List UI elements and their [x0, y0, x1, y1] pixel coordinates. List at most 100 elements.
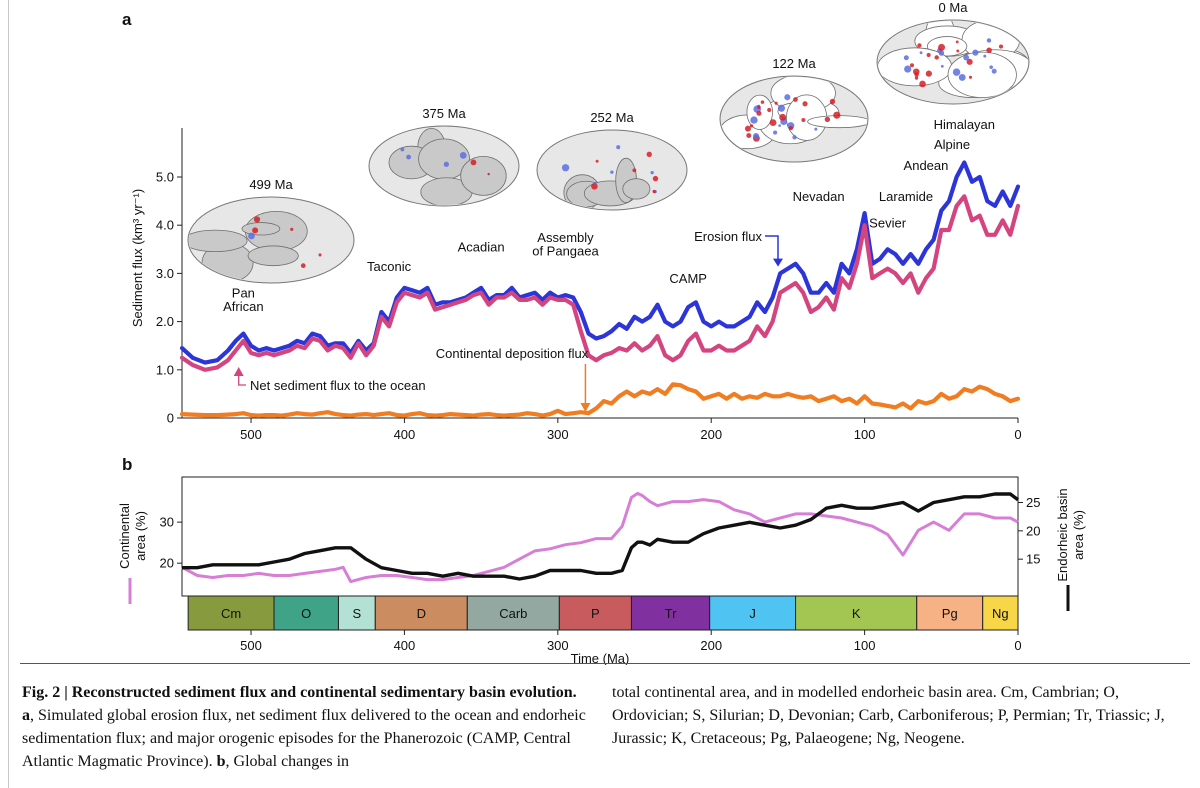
- period-box-carb: [466, 595, 560, 631]
- paleomap-continent: [241, 222, 281, 236]
- orogeny-label: Andean: [904, 158, 949, 173]
- paleomap-age-label: 375 Ma: [422, 106, 466, 121]
- orogeny-label: Laramide: [879, 189, 933, 204]
- page-left-rule: [8, 0, 9, 788]
- panel-a: 0 1.0 2.0 3.0 4.0 5.0 500 400 300 200 100 0 Sediment…: [130, 117, 1022, 442]
- continental-area-line: [181, 491, 1019, 584]
- paleomap-flux-spot: [814, 127, 818, 131]
- paleomaps: 499 Ma 375 Ma 252 Ma 122 Ma 0 Ma: [187, 0, 1030, 284]
- erosion-flux-line: [179, 160, 1021, 365]
- paleomap-flux-spot: [769, 119, 777, 127]
- paleomap-flux-spot: [753, 133, 760, 140]
- paleomap-flux-spot: [487, 172, 490, 176]
- paleomap-flux-spot: [773, 130, 778, 135]
- paleomap-flux-spot: [986, 38, 992, 43]
- paleomap-flux-spot: [561, 164, 570, 172]
- paleomap-375-ma: 375 Ma: [368, 106, 520, 207]
- panel-a-y-axis-label: Sediment flux (km³ yr⁻¹): [130, 189, 145, 327]
- panel-a-x-tick-label: 300: [547, 427, 569, 442]
- caption-left-column: Fig. 2 | Reconstructed sediment flux and…: [22, 681, 590, 773]
- paleomap-flux-spot: [591, 183, 598, 190]
- paleomap-continent: [947, 51, 1017, 98]
- paleomap-flux-spot: [926, 52, 931, 58]
- paleomap-age-label: 0 Ma: [939, 0, 969, 15]
- period-box-ng: [982, 595, 1019, 631]
- paleomap-flux-spot: [632, 168, 637, 173]
- paleomap-flux-spot: [914, 72, 919, 77]
- period-label: K: [852, 606, 861, 621]
- erosion-flux-arrow: [765, 235, 779, 261]
- panel-b-right-axis-label-2: area (%): [1071, 510, 1086, 560]
- panel-b-x-tick-label: 0: [1014, 638, 1021, 653]
- paleomap-flux-spot: [829, 98, 836, 105]
- paleomap-flux-spot: [400, 147, 405, 152]
- paleomap-flux-spot: [952, 68, 961, 76]
- paleomap-flux-spot: [760, 100, 765, 104]
- paleomap-flux-spot: [983, 54, 987, 58]
- paleomap-flux-spot: [406, 154, 412, 160]
- panel-b-x-tick-label: 100: [854, 638, 876, 653]
- paleomap-flux-spot: [300, 263, 306, 269]
- paleomap-flux-spot: [991, 68, 997, 74]
- period-label: Pg: [942, 606, 958, 621]
- paleomap-age-label: 122 Ma: [772, 56, 816, 71]
- panel-b-letter: b: [122, 455, 132, 474]
- paleomap-flux-spot: [652, 189, 656, 194]
- paleomap-flux-spot: [966, 58, 973, 65]
- panel-b-left-tick-label: 20: [160, 556, 174, 571]
- panel-a-y-tick-label: 5.0: [156, 170, 174, 185]
- net-flux-annotation: Net sediment flux to the ocean: [250, 378, 426, 393]
- panel-b-x-tick-label: 300: [547, 638, 569, 653]
- panel-a-letter: a: [122, 10, 132, 29]
- panel-b-right-axis-label: Endorheic basin: [1055, 488, 1070, 581]
- paleomap-continent: [247, 245, 299, 267]
- paleomap-land: [388, 127, 507, 205]
- panel-a-x-tick-label: 400: [394, 427, 416, 442]
- paleomap-flux-spot: [650, 171, 654, 175]
- paleomap-age-label: 252 Ma: [590, 110, 634, 125]
- paleomap-flux-spot: [750, 116, 758, 124]
- paleomap-flux-spot: [963, 54, 970, 61]
- period-box-tr: [630, 595, 711, 631]
- paleomap-flux-spot: [998, 44, 1004, 49]
- period-label: Tr: [665, 606, 677, 621]
- panel-b-right-tick-label: 20: [1026, 523, 1040, 538]
- panel-b-right-tick-label: 15: [1026, 552, 1040, 567]
- paleomap-flux-spot: [757, 105, 761, 110]
- period-box-o: [273, 595, 339, 631]
- panel-a-y-tick-label: 1.0: [156, 362, 174, 377]
- paleomap-flux-spot: [919, 51, 923, 55]
- paleomap-flux-spot: [824, 116, 831, 123]
- panel-a-y-tick-label: 4.0: [156, 218, 174, 233]
- panel-b-left-axis-label-2: area (%): [133, 511, 148, 561]
- orogeny-label: African: [223, 299, 263, 314]
- period-label: Ng: [992, 606, 1009, 621]
- paleomap-flux-spot: [919, 80, 926, 88]
- continental-deposition-flux-line: [179, 382, 1021, 418]
- paleomap-flux-spot: [802, 101, 808, 107]
- panel-a-x-tick-label: 100: [854, 427, 876, 442]
- panel-b-left-axis-label: Continental: [117, 503, 132, 569]
- caption-part-a-text: , Simulated global erosion flux, net sed…: [22, 707, 586, 770]
- paleomap-continent: [189, 229, 248, 253]
- period-label: P: [591, 606, 600, 621]
- caption-lead: Fig. 2 | Reconstructed sediment flux and…: [22, 684, 577, 701]
- paleomap-flux-spot: [792, 135, 797, 140]
- paleomap-flux-spot: [968, 75, 973, 79]
- panel-b-x-axis-label: Time (Ma): [571, 651, 630, 665]
- period-label: J: [749, 606, 756, 621]
- period-label: O: [301, 606, 311, 621]
- panel-b-x-tick-label: 200: [700, 638, 722, 653]
- paleomap-flux-spot: [956, 49, 960, 53]
- paleomap-flux-spot: [801, 117, 806, 123]
- orogeny-label: of Pangaea: [532, 244, 599, 259]
- erosion-flux-arrowhead: [773, 258, 783, 267]
- paleomap-flux-spot: [986, 47, 992, 54]
- caption-part-a-label: a: [22, 707, 30, 724]
- paleomap-flux-spot: [652, 175, 659, 182]
- panel-b-x-tick-label: 400: [394, 638, 416, 653]
- period-box-s: [337, 595, 376, 631]
- panel-a-y-tick-label: 3.0: [156, 266, 174, 281]
- caption-rule: [20, 663, 1190, 664]
